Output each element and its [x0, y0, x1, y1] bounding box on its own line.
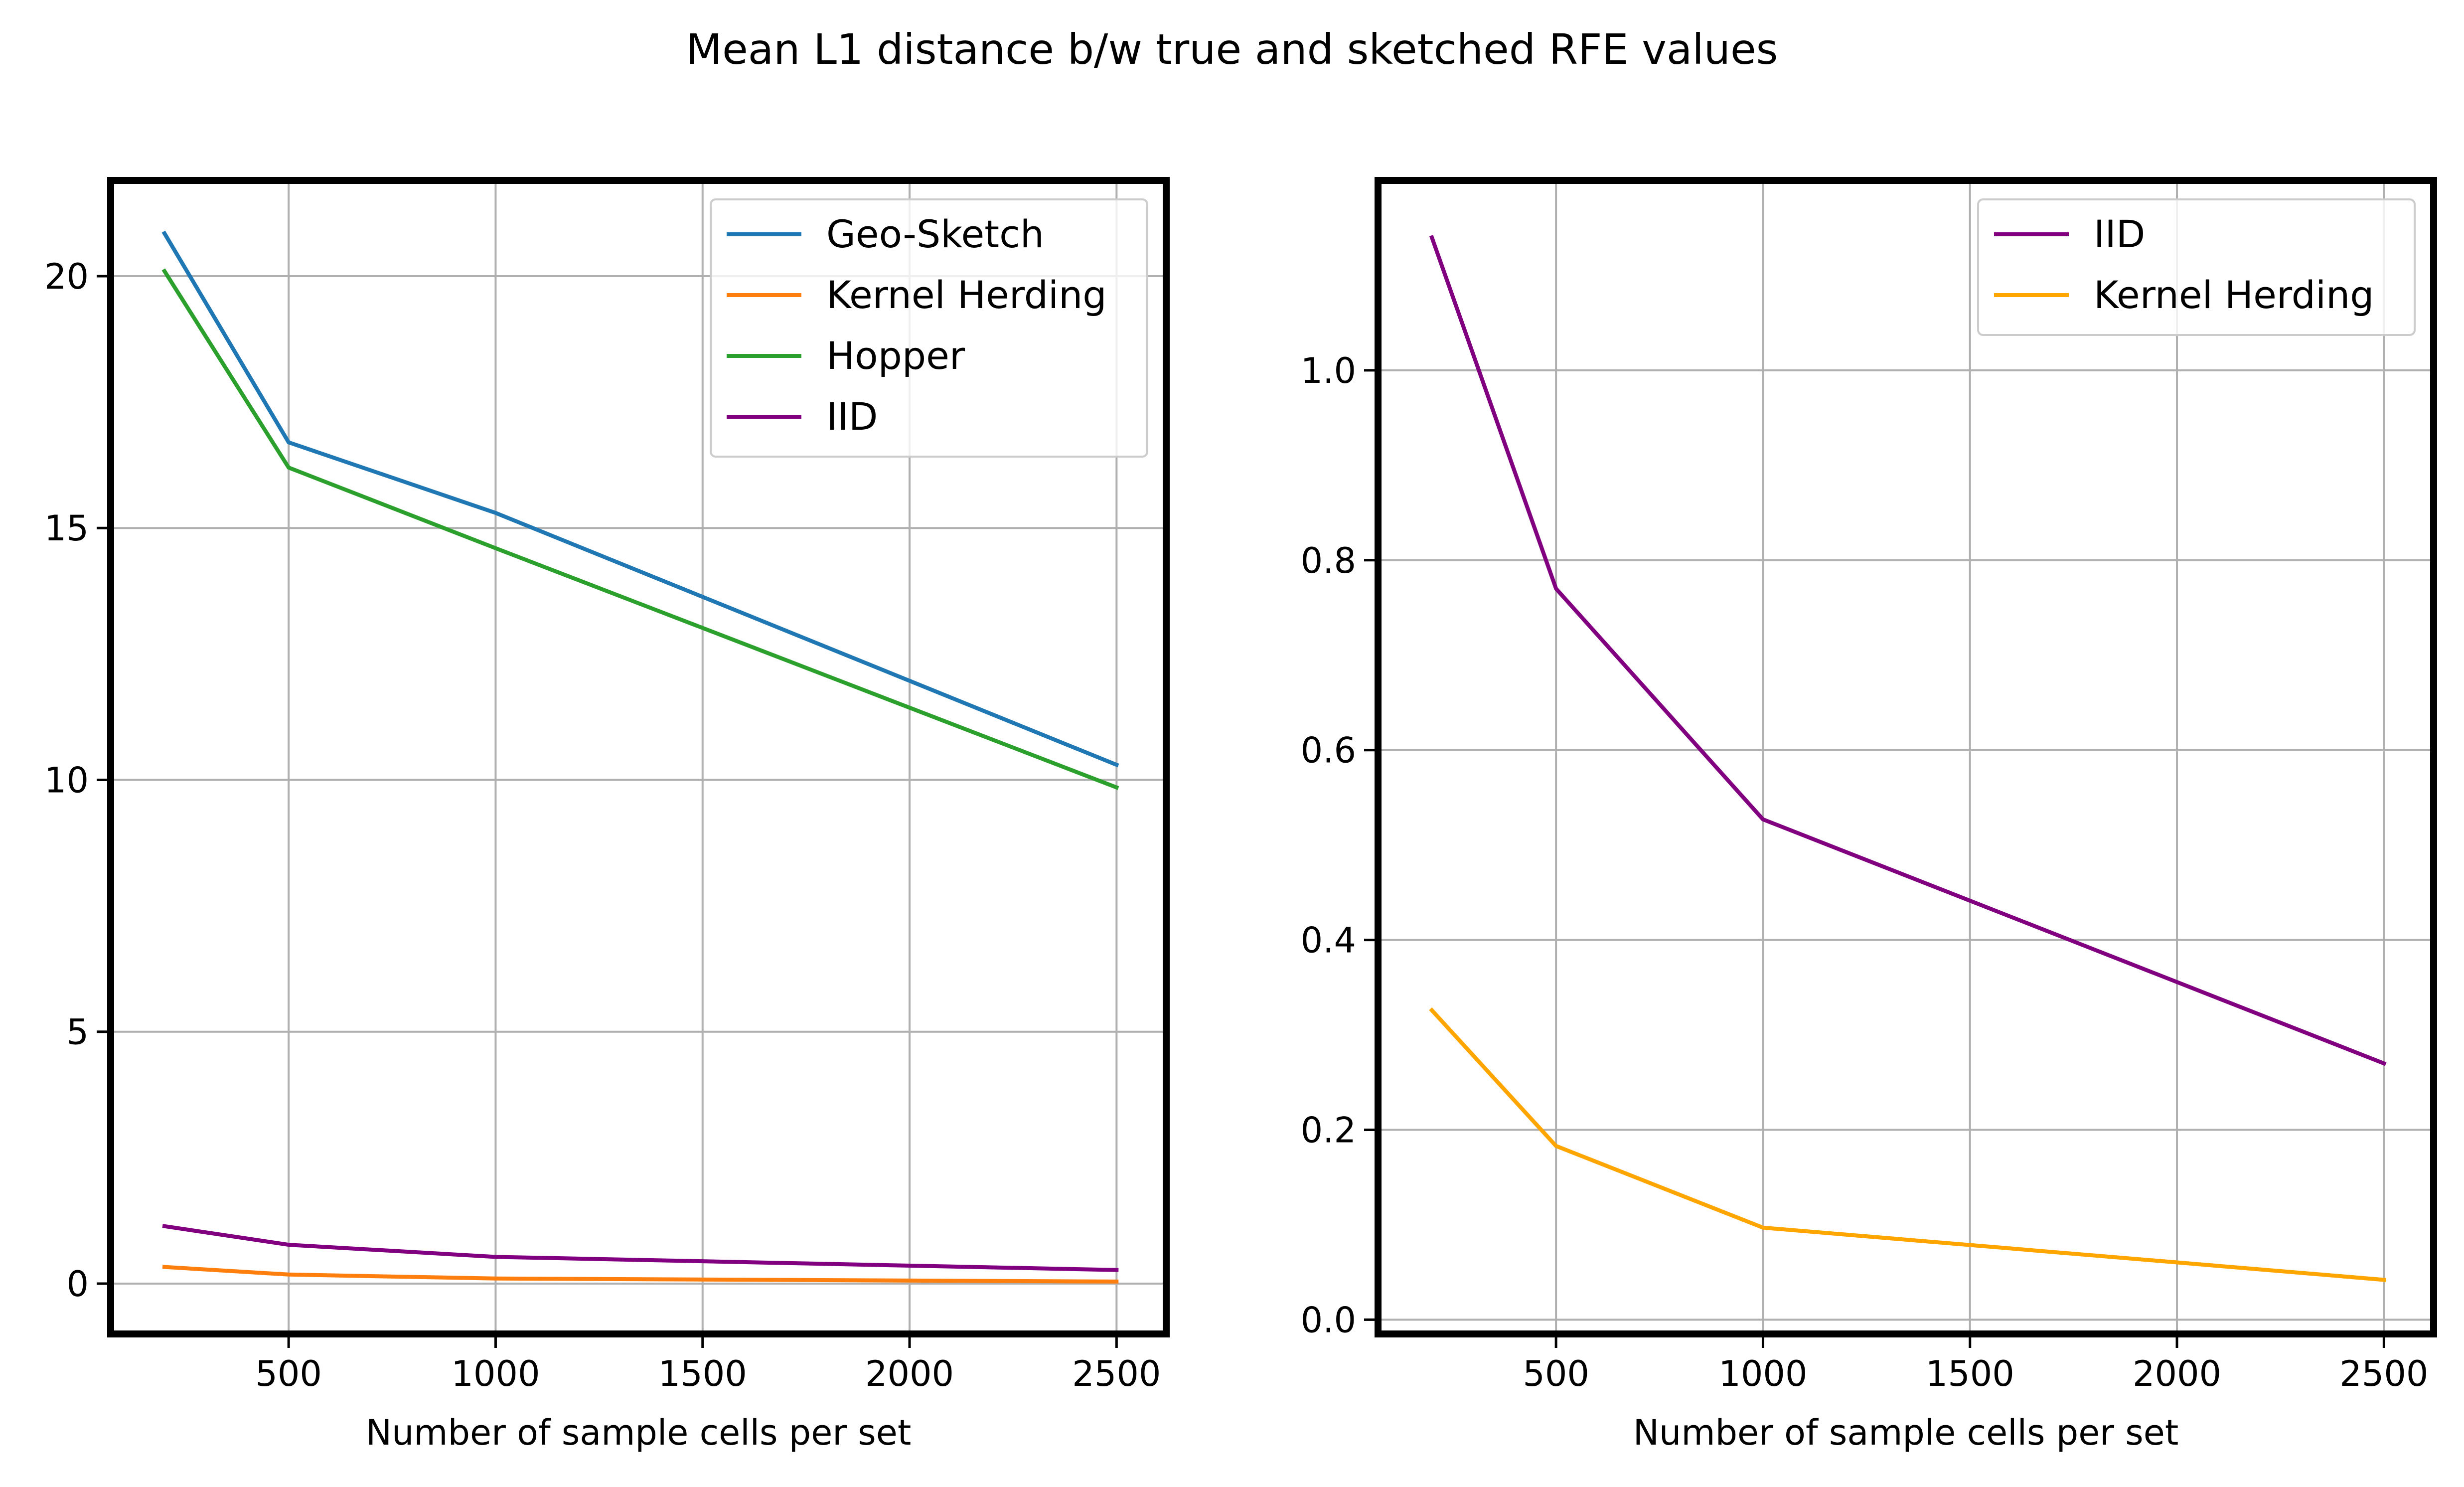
plot1-x-tick-label: 1000 — [451, 1353, 540, 1394]
plot2-axes-frame — [1375, 177, 2437, 1337]
plot2-y-tick-label: 0.4 — [1301, 920, 1356, 961]
plot1-x-axis-label: Number of sample cells per set — [366, 1412, 912, 1453]
plot2-legend-label-kernel-herding: Kernel Herding — [2094, 273, 2374, 317]
left-plot: 500 1000 1500 2000 2500 0 5 10 15 20 Number of sam… — [44, 177, 1170, 1453]
plot2-x-axis-label: Number of sample cells per set — [1633, 1412, 2179, 1453]
plot2-x-tick-label: 2500 — [2339, 1353, 2428, 1394]
plot2-y-tick-label: 0.8 — [1301, 540, 1356, 581]
plot2-x-tick-label: 1500 — [1926, 1353, 2014, 1394]
plot1-series-line-geo-sketch — [161, 230, 1119, 768]
plot2-x-tick-label: 1000 — [1718, 1353, 1807, 1394]
plot1-y-tick-label: 15 — [44, 508, 89, 549]
plot1-legend-label-geo-sketch: Geo-Sketch — [826, 212, 1044, 256]
plot1-y-tick-label: 20 — [44, 256, 89, 297]
plot1-y-tick-label: 0 — [66, 1264, 89, 1305]
plot1-legend-label-iid: IID — [826, 394, 878, 439]
plot2-series-line-iid — [1429, 235, 2387, 1066]
plot1-x-tick-label: 1500 — [658, 1353, 747, 1394]
plot1-legend-box — [710, 198, 1148, 458]
figure-suptitle: Mean L1 distance b/w true and sketched R… — [686, 25, 1778, 74]
plot2-x-tick-label: 2000 — [2133, 1353, 2221, 1394]
plot1-x-tick-label: 2500 — [1072, 1353, 1161, 1394]
plot2-y-tick-label: 0.6 — [1301, 730, 1356, 771]
plot1-y-tick-label: 5 — [66, 1012, 89, 1053]
plot1-series-line-kernel-herding — [162, 1265, 1119, 1284]
plot1-y-tick-label: 10 — [44, 760, 89, 801]
plot2-legend-box — [1977, 198, 2416, 336]
plot2-series-line-kernel-herding — [1429, 1007, 2386, 1282]
plot2-y-tick-label: 1.0 — [1301, 350, 1356, 391]
plot2-y-tick-label: 0.2 — [1301, 1110, 1356, 1151]
plot1-legend-label-kernel-herding: Kernel Herding — [826, 273, 1107, 317]
plot2-background — [1378, 180, 2434, 1334]
plot2-legend-label-iid: IID — [2094, 212, 2145, 256]
plot1-x-tick-label: 2000 — [865, 1353, 954, 1394]
plot1-axes-frame — [107, 177, 1170, 1337]
plot2-x-tick-label: 500 — [1523, 1353, 1589, 1394]
plot2-y-tick-label: 0.0 — [1301, 1300, 1356, 1340]
plot1-legend-label-hopper: Hopper — [826, 333, 965, 378]
plot1-series-line-hopper — [161, 268, 1119, 790]
plot1-x-tick-label: 500 — [255, 1353, 322, 1394]
right-plot: 500 1000 1500 2000 2500 0.0 0.2 0.4 0.6 0.8 1.0 Num… — [1301, 177, 2437, 1453]
plot1-series-line-iid — [162, 1224, 1119, 1272]
